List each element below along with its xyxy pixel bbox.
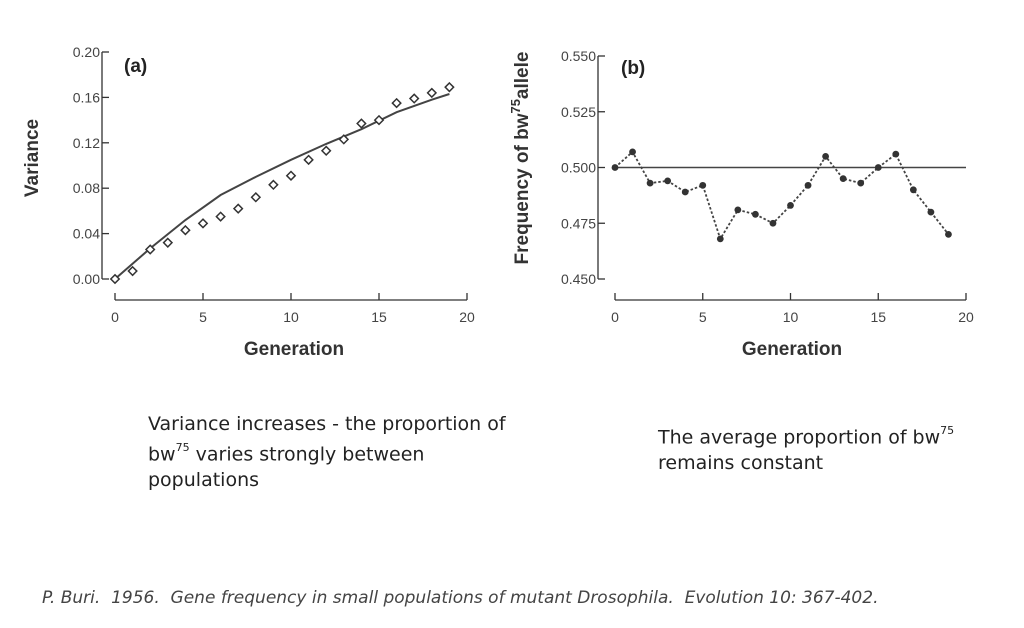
y-tick-label: 0.550 xyxy=(561,48,596,64)
y-axis-label: Variance xyxy=(22,119,43,197)
data-point-diamond xyxy=(356,118,367,129)
x-tick-label: 15 xyxy=(870,309,886,325)
data-point-dot xyxy=(611,164,619,171)
data-point-dot xyxy=(681,188,689,196)
caption-a-text-2: varies strongly between populations xyxy=(148,443,425,492)
data-point-diamond xyxy=(215,211,226,222)
caption-b-text-2: remains constant xyxy=(658,452,824,475)
y-tick-label: 0.16 xyxy=(73,89,100,105)
data-point-diamond xyxy=(127,265,138,277)
y-tick-label: 0.450 xyxy=(561,271,596,287)
y-tick-label: 0.12 xyxy=(73,135,100,151)
x-tick-label: 5 xyxy=(699,309,707,325)
y-axis-label-superscript: 75 xyxy=(508,99,523,113)
x-tick-label: 0 xyxy=(111,309,119,325)
x-tick-label: 10 xyxy=(783,309,799,325)
data-point-dot xyxy=(892,150,900,158)
y-tick-label: 0.475 xyxy=(561,215,596,231)
data-point-dot xyxy=(752,210,759,218)
data-point-diamond xyxy=(444,81,455,93)
data-point-dot xyxy=(909,186,917,194)
data-point-diamond xyxy=(109,273,121,285)
caption-a-superscript: 75 xyxy=(175,441,190,454)
data-point-diamond xyxy=(338,134,350,145)
data-point-dot xyxy=(734,206,742,214)
y-tick-label: 0.500 xyxy=(561,160,596,176)
series-line-dotted xyxy=(614,150,950,242)
data-point-dot xyxy=(927,208,935,216)
x-tick-label: 20 xyxy=(958,309,974,325)
data-point-diamond xyxy=(197,218,209,229)
data-point-dot xyxy=(629,148,636,156)
data-point-dot xyxy=(769,219,777,227)
data-point-dot xyxy=(839,175,847,183)
data-point-diamond xyxy=(285,170,297,181)
panel-label: (a) xyxy=(124,56,147,77)
data-point-diamond xyxy=(232,203,244,214)
y-axis-label-tail: allele xyxy=(512,52,533,100)
data-point-diamond xyxy=(408,93,420,104)
panel-b-frequency-chart: 0.450 0.475 0.500 0.525 0.550 0 5 10 15 20 Generat… xyxy=(508,48,974,360)
data-point-diamond xyxy=(391,97,402,109)
caption-a-text-1: Variance increases - the proportion of b… xyxy=(148,413,506,466)
data-point-dot xyxy=(646,179,654,187)
data-point-dot xyxy=(857,179,865,187)
citation: P. Buri. 1956. Gene frequency in small p… xyxy=(42,588,879,608)
data-point-dot xyxy=(822,152,829,160)
panel-a-variance-chart: 0.00 0.04 0.08 0.12 0.16 0.20 0 5 10 15 20 Generati… xyxy=(22,44,475,360)
y-tick-label: 0.525 xyxy=(561,104,596,120)
panel-label: (b) xyxy=(621,58,645,79)
x-axis-label: Generation xyxy=(742,339,842,360)
y-tick-label: 0.08 xyxy=(73,180,100,196)
data-point-diamond xyxy=(303,154,314,166)
data-point-diamond xyxy=(144,244,156,255)
caption-b-text-1: The average proportion of bw xyxy=(658,426,941,449)
data-point-diamond xyxy=(426,87,438,99)
y-tick-label: 0.04 xyxy=(73,226,100,242)
x-axis-label: Generation xyxy=(244,339,344,360)
data-point-dot xyxy=(945,231,952,238)
x-tick-label: 20 xyxy=(459,309,475,325)
caption-b-superscript: 75 xyxy=(940,424,955,437)
y-axis-label: Frequency of bw75allele xyxy=(508,52,533,265)
data-point-dot xyxy=(874,164,882,171)
data-point-diamond xyxy=(162,237,174,248)
data-point-dot xyxy=(699,181,707,189)
data-point-diamond xyxy=(250,192,262,203)
data-point-diamond xyxy=(268,179,279,191)
y-tick-label: 0.20 xyxy=(73,44,100,60)
data-point-dot xyxy=(664,177,672,185)
data-point-dot xyxy=(787,202,794,209)
x-tick-label: 0 xyxy=(611,309,619,325)
series-line xyxy=(114,93,450,280)
data-point-dot xyxy=(716,235,724,243)
data-point-diamond xyxy=(320,145,332,157)
y-axis-label-main: Frequency of bw xyxy=(512,113,533,264)
x-tick-label: 10 xyxy=(283,309,299,325)
x-tick-label: 5 xyxy=(199,309,207,325)
chart-figure: 0.00 0.04 0.08 0.12 0.16 0.20 0 5 10 15 20 Generati… xyxy=(22,44,974,360)
data-point-dot xyxy=(804,181,812,189)
caption-variance: Variance increases - the proportion of b… xyxy=(148,411,528,493)
caption-average: The average proportion of bw75 remains c… xyxy=(658,420,978,476)
data-point-diamond xyxy=(180,224,191,236)
y-tick-label: 0.00 xyxy=(73,271,100,287)
x-tick-label: 15 xyxy=(371,309,387,325)
data-point-diamond xyxy=(373,114,385,126)
